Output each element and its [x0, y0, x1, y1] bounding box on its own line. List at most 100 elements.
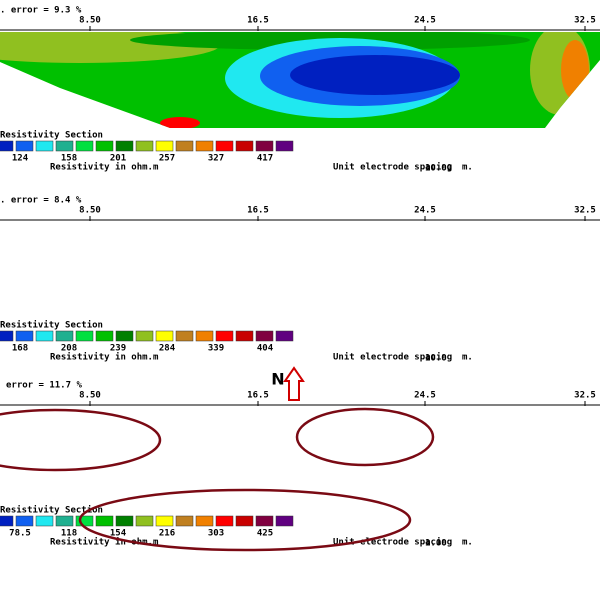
legend-swatch [15, 140, 34, 152]
legend-value: 118 [61, 529, 77, 539]
legend-value: 124 [12, 154, 29, 164]
legend-swatch [175, 515, 194, 527]
legend-swatch [215, 515, 234, 527]
legend-swatch [235, 330, 254, 342]
legend-swatch [75, 330, 94, 342]
legend-swatch [175, 330, 194, 342]
legend-swatch [0, 330, 14, 342]
x-tick-label: 8.50 [79, 391, 101, 401]
resistivity-zone [490, 405, 550, 425]
legend-swatch [55, 515, 74, 527]
legend-value: 154 [110, 529, 127, 539]
section [0, 405, 600, 505]
north-label: N [271, 370, 284, 389]
resistivity-zone [160, 117, 200, 128]
legend-swatch [35, 140, 54, 152]
north-arrow [283, 366, 305, 401]
spacing-label: Unit electrode spacing [333, 537, 452, 548]
legend-swatch [135, 330, 154, 342]
x-tick-label: 8.50 [79, 206, 101, 216]
legend-swatch [155, 330, 174, 342]
legend-swatch [215, 330, 234, 342]
legend-swatch [95, 140, 114, 152]
legend-title: Resistivity Section [0, 130, 103, 141]
highlight-ellipse [0, 408, 162, 472]
legend-swatch [75, 140, 94, 152]
legend-swatch [55, 140, 74, 152]
unit-label: Resistivity in ohm.m [50, 352, 159, 363]
x-tick-label: 16.5 [247, 206, 269, 216]
legend-swatch [95, 330, 114, 342]
legend-value: 417 [257, 154, 273, 164]
legend-value: 158 [61, 154, 77, 164]
error-label: error = 11.7 % [6, 381, 82, 391]
spacing-label: Unit electrode spacing [333, 162, 452, 173]
error-label: . error = 9.3 % [0, 6, 82, 16]
resistivity-zone [290, 405, 430, 461]
legend-swatch [135, 515, 154, 527]
spacing-unit: m. [462, 538, 473, 548]
legend-value: 239 [110, 344, 126, 354]
legend-swatch [75, 515, 94, 527]
legend-swatch [15, 330, 34, 342]
legend-swatch [255, 515, 274, 527]
resistivity-zone [0, 230, 40, 250]
legend-swatch [115, 515, 134, 527]
legend-swatch [195, 330, 214, 342]
legend-swatch [175, 140, 194, 152]
resistivity-zone [290, 55, 460, 95]
legend-swatch [275, 330, 294, 342]
spacing-value: 10.0 [425, 354, 447, 364]
highlight-ellipse [78, 488, 412, 552]
legend-swatch [35, 515, 54, 527]
legend-value: 257 [159, 154, 175, 164]
legend-swatch [255, 140, 274, 152]
resistivity-zone [560, 225, 600, 245]
x-tick-label: 16.5 [247, 16, 269, 26]
legend-swatch [275, 140, 294, 152]
unit-label: Resistivity in ohm.m [50, 162, 159, 173]
legend-value: 303 [208, 529, 224, 539]
legend-value: 339 [208, 344, 224, 354]
x-tick-label: 32.5 [574, 391, 596, 401]
legend-swatch [195, 515, 214, 527]
x-tick-label: 24.5 [414, 391, 436, 401]
legend-value: 216 [159, 529, 175, 539]
resistivity-zone [90, 226, 570, 310]
legend-swatch [255, 330, 274, 342]
legend-swatch [15, 515, 34, 527]
x-tick-label: 16.5 [247, 391, 269, 401]
legend-value: 208 [61, 344, 77, 354]
x-tick-label: 24.5 [414, 206, 436, 216]
legend-value: 168 [12, 344, 28, 354]
legend-swatch [35, 330, 54, 342]
resistivity-zone [306, 412, 418, 452]
legend-swatch [155, 140, 174, 152]
x-tick-label: 8.50 [79, 16, 101, 26]
x-tick-label: 32.5 [574, 16, 596, 26]
unit-label: Resistivity in ohm.m [50, 537, 159, 548]
legend-value: 425 [257, 529, 273, 539]
resistivity-zone [561, 40, 589, 100]
legend-title: Resistivity Section [0, 320, 103, 331]
legend-swatch [275, 515, 294, 527]
legend-swatch [135, 140, 154, 152]
legend-swatch [95, 515, 114, 527]
error-label: . error = 8.4 % [0, 196, 82, 206]
section [0, 219, 600, 320]
legend-value: 284 [159, 344, 176, 354]
section [0, 32, 600, 128]
legend-swatch [215, 140, 234, 152]
legend-swatch [155, 515, 174, 527]
highlight-ellipse [295, 407, 435, 467]
legend-value: 327 [208, 154, 224, 164]
legend-title: Resistivity Section [0, 505, 103, 516]
section-base [0, 220, 600, 320]
legend-swatch [0, 515, 14, 527]
spacing-value: 10.00 [425, 164, 452, 174]
legend-value: 404 [257, 344, 274, 354]
x-tick-label: 32.5 [574, 206, 596, 216]
spacing-unit: m. [462, 163, 473, 173]
legend-swatch [235, 140, 254, 152]
